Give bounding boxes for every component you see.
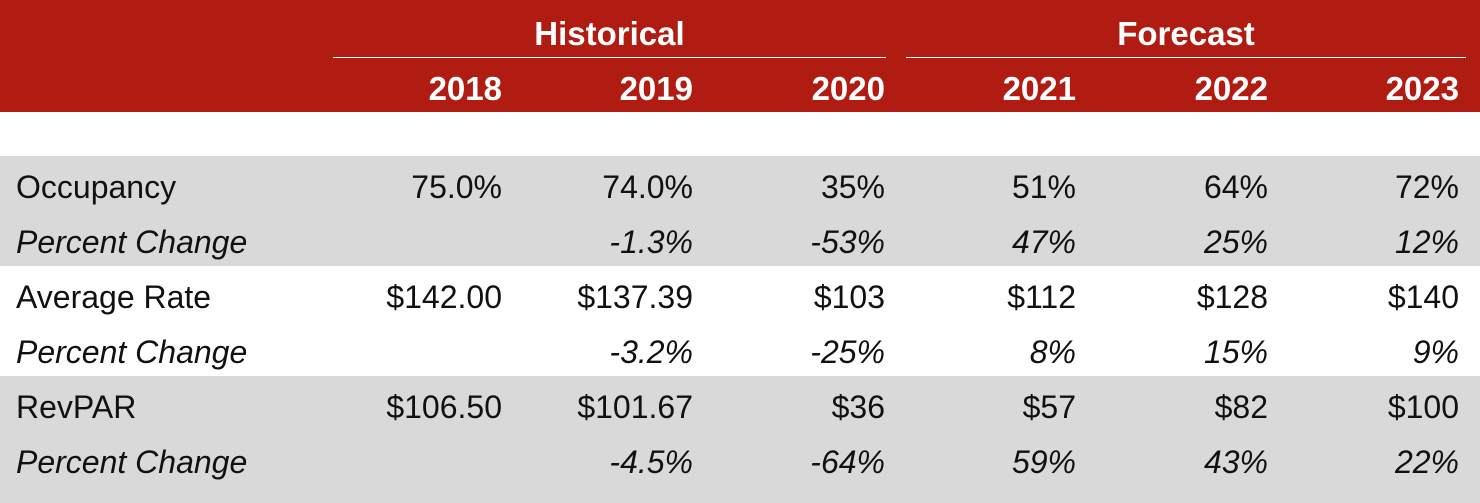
column-header-2018: 2018 [428, 70, 502, 107]
table-cell: $128 [1196, 279, 1268, 315]
occupancy-band [0, 156, 1480, 266]
table-cell: $103 [813, 279, 885, 315]
table-cell: $82 [1214, 389, 1268, 425]
table-cell: 72% [1394, 169, 1459, 205]
group-label-historical: Historical [534, 15, 685, 52]
column-header-2022: 2022 [1194, 70, 1268, 107]
group-rule-historical [333, 57, 886, 58]
table-cell: 64% [1203, 169, 1268, 205]
table-cell: $140 [1387, 279, 1459, 315]
table-cell: 74.0% [602, 169, 693, 205]
table-row-occupancy: Occupancy 75.0% 74.0% 35% 51% 64% 72% [0, 160, 1480, 215]
table-cell: 47% [1011, 224, 1076, 260]
group-rule-forecast [906, 57, 1466, 58]
table-cell: 59% [1011, 444, 1076, 480]
table-cell: 35% [820, 169, 885, 205]
table-cell: -4.5% [609, 444, 693, 480]
table-cell: $142.00 [386, 279, 502, 315]
table-cell: -1.3% [609, 224, 693, 260]
table-cell: -25% [810, 334, 885, 370]
table-cell: -64% [810, 444, 885, 480]
group-label-forecast: Forecast [1117, 15, 1255, 52]
table-row-average-rate: Average Rate $142.00 $137.39 $103 $112 $… [0, 270, 1480, 325]
table-cell: $100 [1387, 389, 1459, 425]
table-cell: -3.2% [609, 334, 693, 370]
row-label: Average Rate [16, 279, 212, 315]
table-row-revpar-percent-change: Percent Change -4.5% -64% 59% 43% 22% [0, 435, 1480, 490]
table-cell: $57 [1022, 389, 1076, 425]
column-header-2021: 2021 [1002, 70, 1076, 107]
column-header-2023: 2023 [1385, 70, 1459, 107]
table-row-occupancy-percent-change: Percent Change -1.3% -53% 47% 25% 12% [0, 215, 1480, 270]
table-cell: 43% [1203, 444, 1268, 480]
row-label: Percent Change [16, 334, 248, 370]
row-label: Percent Change [16, 224, 248, 260]
revpar-band [0, 376, 1480, 503]
table-cell: 75.0% [411, 169, 502, 205]
table-cell: 9% [1412, 334, 1459, 370]
table-row-average-rate-percent-change: Percent Change -3.2% -25% 8% 15% 9% [0, 325, 1480, 380]
table-cell: 15% [1203, 334, 1268, 370]
table-header: Historical Forecast 2018 2019 2020 2021 … [0, 0, 1480, 112]
table-cell: 22% [1394, 444, 1459, 480]
row-label: Percent Change [16, 444, 248, 480]
table-cell: 25% [1203, 224, 1268, 260]
table-cell: 51% [1011, 169, 1076, 205]
table-cell: $137.39 [577, 279, 693, 315]
table-cell: -53% [810, 224, 885, 260]
table-cell: $112 [1007, 279, 1076, 315]
table-cell: $36 [831, 389, 885, 425]
table-row-revpar: RevPAR $106.50 $101.67 $36 $57 $82 $100 [0, 380, 1480, 435]
table-cell: $101.67 [577, 389, 693, 425]
row-label: RevPAR [16, 389, 137, 425]
average-rate-band [0, 266, 1480, 376]
table-cell: 12% [1394, 224, 1459, 260]
table-cell: $106.50 [386, 389, 502, 425]
row-label: Occupancy [16, 169, 177, 205]
column-header-2019: 2019 [619, 70, 693, 107]
table-cell: 8% [1029, 334, 1076, 370]
column-header-2020: 2020 [811, 70, 885, 107]
